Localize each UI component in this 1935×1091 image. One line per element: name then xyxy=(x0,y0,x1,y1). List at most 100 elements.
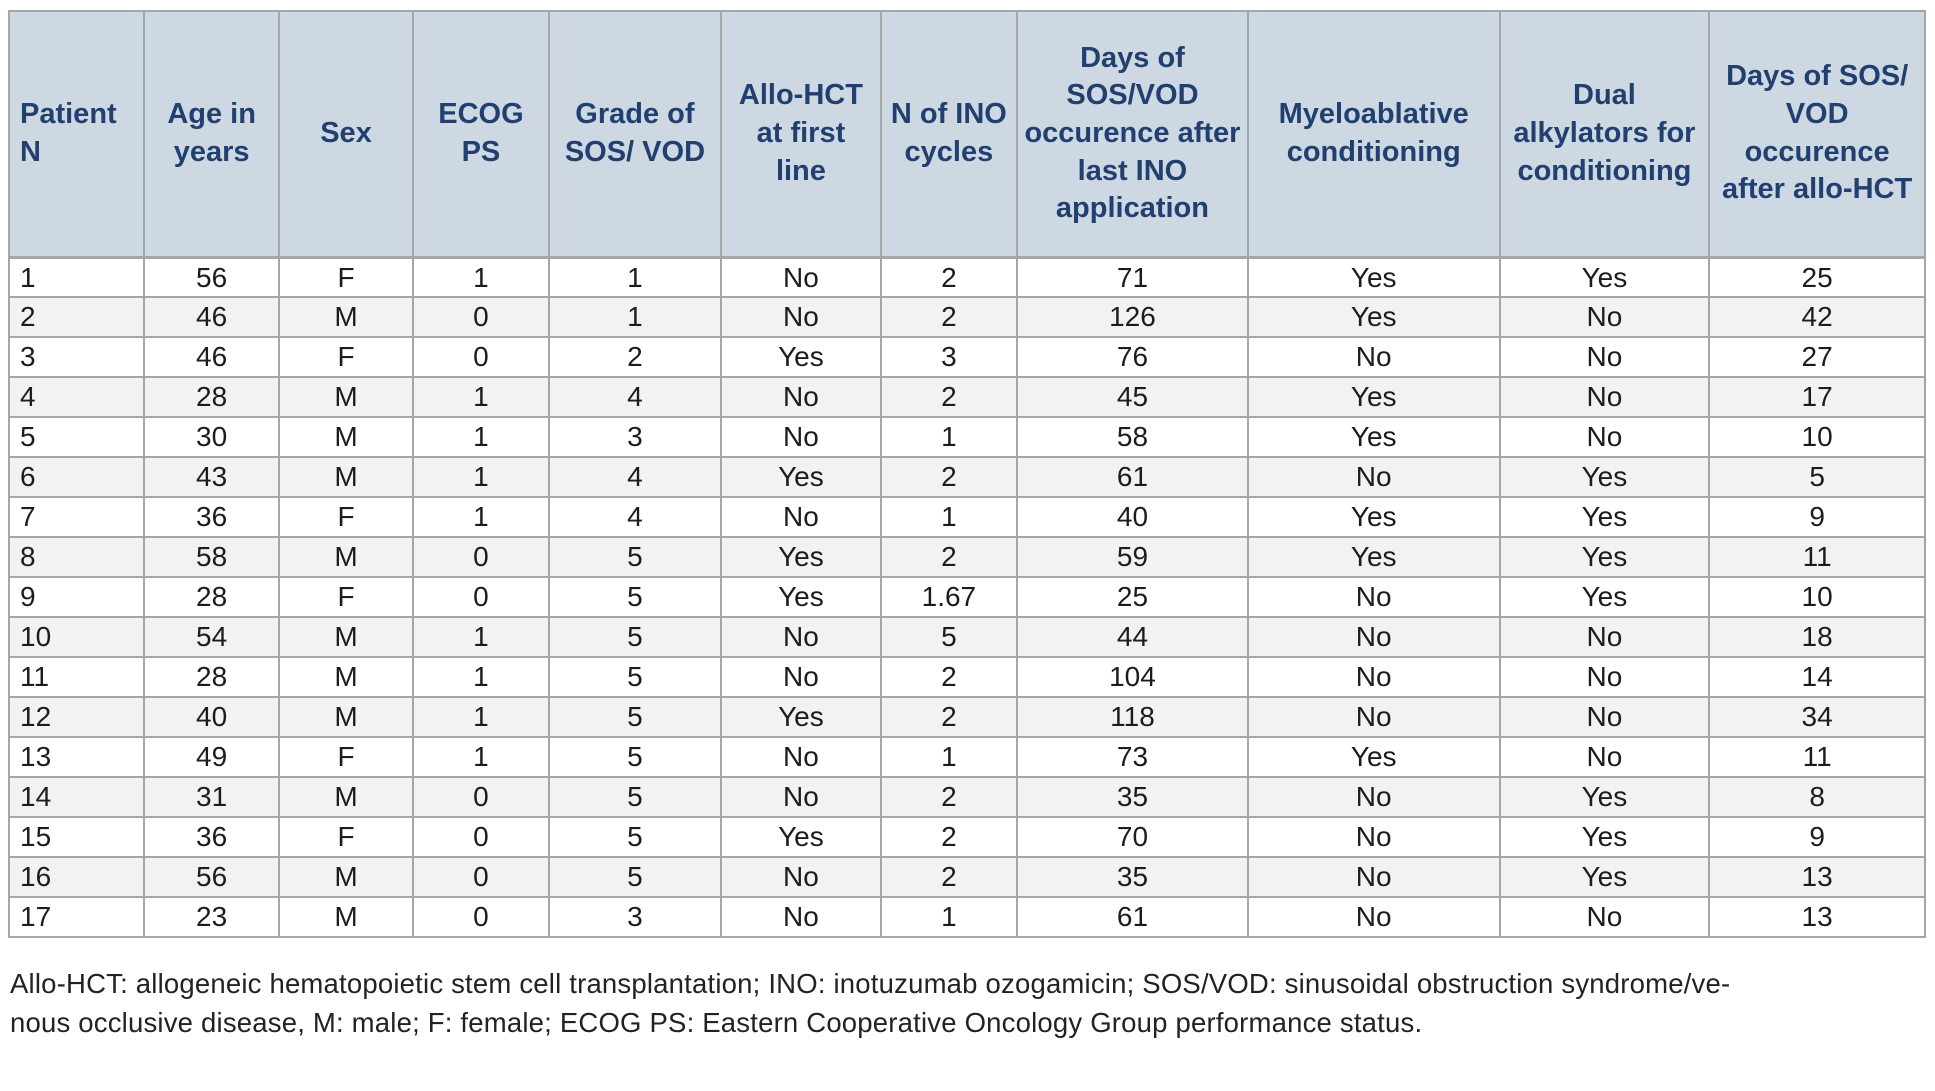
cell-ecog-ps: 1 xyxy=(412,736,550,778)
cell-patient-n: 1 xyxy=(7,256,146,298)
cell-days-sos-vod-after-allo-hct: 9 xyxy=(1708,496,1926,538)
cell-ecog-ps: 0 xyxy=(412,296,550,338)
cell-grade-of-sos-vod: 5 xyxy=(547,736,723,778)
cell-patient-n: 6 xyxy=(7,456,146,498)
cell-myeloablative-conditioning: No xyxy=(1246,896,1501,938)
cell-days-sos-vod-after-last-ino: 35 xyxy=(1016,856,1249,898)
cell-days-sos-vod-after-allo-hct: 17 xyxy=(1708,376,1926,418)
cell-n-of-ino-cycles: 2 xyxy=(879,816,1019,858)
cell-days-sos-vod-after-allo-hct: 11 xyxy=(1708,736,1926,778)
cell-n-of-ino-cycles: 2 xyxy=(879,776,1019,818)
cell-days-sos-vod-after-allo-hct: 10 xyxy=(1708,576,1926,618)
cell-ecog-ps: 1 xyxy=(412,616,550,658)
cell-ecog-ps: 0 xyxy=(412,536,550,578)
column-header-days-sos-vod-after-last-ino: Days of SOS/VOD occurence after last INO… xyxy=(1016,10,1249,259)
cell-sex: M xyxy=(277,616,415,658)
page: Patient N Age in years Sex ECOG PS Grade of … xyxy=(7,10,1926,1038)
column-header-allo-hct-at-first-line: Allo-HCT at first line xyxy=(720,10,882,259)
cell-days-sos-vod-after-last-ino: 44 xyxy=(1016,616,1249,658)
cell-ecog-ps: 1 xyxy=(412,656,550,698)
cell-allo-hct-at-first-line: No xyxy=(720,856,882,898)
table-row: 16 56 M 0 5 No 2 35 No Yes 13 xyxy=(7,856,1926,898)
cell-patient-n: 15 xyxy=(7,816,146,858)
cell-n-of-ino-cycles: 2 xyxy=(879,536,1019,578)
cell-days-sos-vod-after-last-ino: 40 xyxy=(1016,496,1249,538)
cell-age-in-years: 40 xyxy=(143,696,280,738)
table-row: 4 28 M 1 4 No 2 45 Yes No 17 xyxy=(7,376,1926,418)
cell-dual-alkylators-for-conditioning: Yes xyxy=(1498,856,1711,898)
cell-patient-n: 16 xyxy=(7,856,146,898)
cell-patient-n: 4 xyxy=(7,376,146,418)
cell-dual-alkylators-for-conditioning: No xyxy=(1498,616,1711,658)
cell-sex: M xyxy=(277,456,415,498)
cell-age-in-years: 36 xyxy=(143,496,280,538)
column-header-age-in-years: Age in years xyxy=(143,10,280,259)
cell-n-of-ino-cycles: 2 xyxy=(879,656,1019,698)
cell-age-in-years: 30 xyxy=(143,416,280,458)
cell-days-sos-vod-after-last-ino: 45 xyxy=(1016,376,1249,418)
cell-days-sos-vod-after-last-ino: 58 xyxy=(1016,416,1249,458)
cell-myeloablative-conditioning: Yes xyxy=(1246,736,1501,778)
cell-ecog-ps: 0 xyxy=(412,816,550,858)
table-row: 5 30 M 1 3 No 1 58 Yes No 10 xyxy=(7,416,1926,458)
column-header-grade-of-sos-vod: Grade of SOS/ VOD xyxy=(547,10,723,259)
cell-days-sos-vod-after-last-ino: 73 xyxy=(1016,736,1249,778)
cell-sex: M xyxy=(277,416,415,458)
cell-days-sos-vod-after-last-ino: 59 xyxy=(1016,536,1249,578)
table-row: 15 36 F 0 5 Yes 2 70 No Yes 9 xyxy=(7,816,1926,858)
cell-age-in-years: 28 xyxy=(143,656,280,698)
cell-myeloablative-conditioning: No xyxy=(1246,656,1501,698)
cell-n-of-ino-cycles: 1 xyxy=(879,896,1019,938)
cell-allo-hct-at-first-line: No xyxy=(720,896,882,938)
cell-n-of-ino-cycles: 1.67 xyxy=(879,576,1019,618)
cell-myeloablative-conditioning: No xyxy=(1246,816,1501,858)
cell-age-in-years: 36 xyxy=(143,816,280,858)
cell-dual-alkylators-for-conditioning: No xyxy=(1498,736,1711,778)
table-row: 1 56 F 1 1 No 2 71 Yes Yes 25 xyxy=(7,256,1926,298)
cell-ecog-ps: 1 xyxy=(412,256,550,298)
table-row: 6 43 M 1 4 Yes 2 61 No Yes 5 xyxy=(7,456,1926,498)
cell-myeloablative-conditioning: Yes xyxy=(1246,376,1501,418)
table-row: 17 23 M 0 3 No 1 61 No No 13 xyxy=(7,896,1926,938)
cell-days-sos-vod-after-last-ino: 61 xyxy=(1016,896,1249,938)
cell-dual-alkylators-for-conditioning: No xyxy=(1498,656,1711,698)
cell-age-in-years: 56 xyxy=(143,256,280,298)
cell-dual-alkylators-for-conditioning: No xyxy=(1498,896,1711,938)
cell-grade-of-sos-vod: 4 xyxy=(547,496,723,538)
cell-sex: M xyxy=(277,656,415,698)
cell-allo-hct-at-first-line: Yes xyxy=(720,456,882,498)
cell-ecog-ps: 0 xyxy=(412,776,550,818)
cell-myeloablative-conditioning: Yes xyxy=(1246,296,1501,338)
cell-n-of-ino-cycles: 2 xyxy=(879,256,1019,298)
table-row: 7 36 F 1 4 No 1 40 Yes Yes 9 xyxy=(7,496,1926,538)
cell-myeloablative-conditioning: Yes xyxy=(1246,256,1501,298)
cell-ecog-ps: 0 xyxy=(412,856,550,898)
cell-age-in-years: 31 xyxy=(143,776,280,818)
cell-grade-of-sos-vod: 1 xyxy=(547,296,723,338)
table-row: 8 58 M 0 5 Yes 2 59 Yes Yes 11 xyxy=(7,536,1926,578)
cell-dual-alkylators-for-conditioning: No xyxy=(1498,696,1711,738)
cell-age-in-years: 28 xyxy=(143,576,280,618)
cell-days-sos-vod-after-allo-hct: 18 xyxy=(1708,616,1926,658)
cell-allo-hct-at-first-line: No xyxy=(720,416,882,458)
cell-allo-hct-at-first-line: No xyxy=(720,616,882,658)
cell-n-of-ino-cycles: 3 xyxy=(879,336,1019,378)
cell-grade-of-sos-vod: 5 xyxy=(547,856,723,898)
cell-days-sos-vod-after-last-ino: 61 xyxy=(1016,456,1249,498)
patient-table-header: Patient N Age in years Sex ECOG PS Grade of … xyxy=(7,10,1926,259)
cell-patient-n: 5 xyxy=(7,416,146,458)
cell-allo-hct-at-first-line: Yes xyxy=(720,816,882,858)
cell-n-of-ino-cycles: 2 xyxy=(879,296,1019,338)
cell-dual-alkylators-for-conditioning: Yes xyxy=(1498,256,1711,298)
cell-age-in-years: 46 xyxy=(143,336,280,378)
table-row: 11 28 M 1 5 No 2 104 No No 14 xyxy=(7,656,1926,698)
cell-sex: M xyxy=(277,296,415,338)
cell-dual-alkylators-for-conditioning: No xyxy=(1498,416,1711,458)
cell-age-in-years: 28 xyxy=(143,376,280,418)
cell-grade-of-sos-vod: 5 xyxy=(547,536,723,578)
cell-days-sos-vod-after-last-ino: 104 xyxy=(1016,656,1249,698)
cell-dual-alkylators-for-conditioning: Yes xyxy=(1498,776,1711,818)
cell-sex: F xyxy=(277,736,415,778)
cell-grade-of-sos-vod: 5 xyxy=(547,776,723,818)
column-header-ecog-ps: ECOG PS xyxy=(412,10,550,259)
